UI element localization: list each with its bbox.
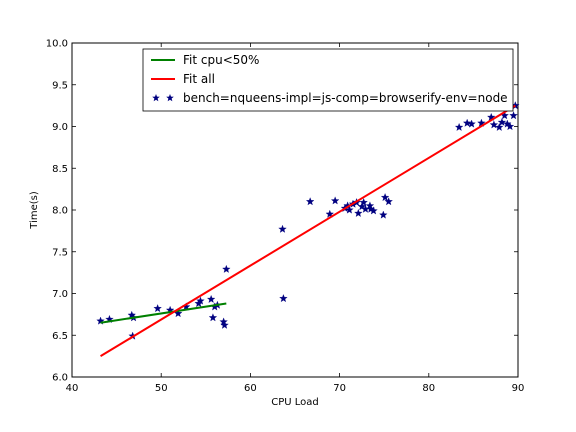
y-axis-label: Time(s) — [29, 191, 40, 230]
data-point — [379, 210, 388, 219]
data-point — [206, 294, 216, 303]
data-point — [357, 202, 367, 211]
data-point — [325, 209, 334, 218]
y-tick-label: 8.0 — [52, 206, 68, 217]
x-axis-label: CPU Load — [271, 397, 319, 408]
data-point — [354, 208, 363, 217]
data-point — [380, 193, 390, 202]
fit-all-line — [100, 104, 516, 357]
y-tick-label: 6.5 — [52, 331, 68, 342]
axis-ticks — [71, 42, 519, 378]
data-point — [330, 196, 340, 205]
data-point — [495, 122, 504, 131]
data-point — [305, 197, 315, 206]
x-tick-label: 60 — [244, 383, 257, 394]
legend-entry-label: Fit all — [183, 72, 215, 86]
x-tick-label: 50 — [155, 383, 168, 394]
legend-entry-label: Fit cpu<50% — [183, 53, 259, 67]
data-point — [489, 120, 499, 129]
data-point — [278, 224, 287, 233]
y-tick-label: 9.0 — [52, 122, 68, 133]
data-point — [369, 206, 378, 215]
data-point — [509, 111, 518, 120]
data-point — [208, 313, 218, 322]
data-point — [497, 117, 507, 126]
data-point — [505, 122, 515, 131]
legend-marker — [166, 94, 174, 102]
x-tick-label: 40 — [66, 383, 79, 394]
data-point — [462, 118, 472, 127]
legend-entry-label: bench=nqueens-impl=js-comp=browserify-en… — [183, 91, 508, 105]
y-tick-label: 6.0 — [52, 373, 68, 384]
y-tick-label: 7.5 — [52, 247, 68, 258]
data-point — [384, 197, 393, 206]
y-tick-label: 9.5 — [52, 80, 68, 91]
data-point — [467, 119, 476, 128]
y-tick-label: 7.0 — [52, 289, 68, 300]
data-point — [477, 118, 486, 127]
legend-box — [142, 48, 514, 112]
data-point — [96, 316, 105, 325]
data-point — [222, 264, 231, 273]
data-point — [153, 304, 162, 313]
data-point — [220, 320, 229, 329]
legend-marker — [152, 94, 160, 102]
data-point — [454, 122, 464, 131]
y-tick-label: 10.0 — [46, 39, 68, 50]
x-tick-label: 70 — [333, 383, 346, 394]
x-tick-label: 80 — [422, 383, 435, 394]
plot-content — [96, 101, 520, 357]
data-point — [279, 294, 288, 303]
data-point — [196, 296, 205, 305]
fit-cpu-below-50-line — [100, 302, 227, 324]
y-tick-label: 8.5 — [52, 164, 68, 175]
data-point — [359, 198, 368, 207]
tick-labels: 40 50 60 70 80 90 6.0 6.5 7.0 7.5 8.0 8.5 9.0 9.5 10.0 — [46, 39, 525, 395]
legend: Fit cpu<50% Fit all bench=nqueens-impl=js-… — [142, 48, 514, 112]
x-tick-label: 90 — [512, 383, 525, 394]
